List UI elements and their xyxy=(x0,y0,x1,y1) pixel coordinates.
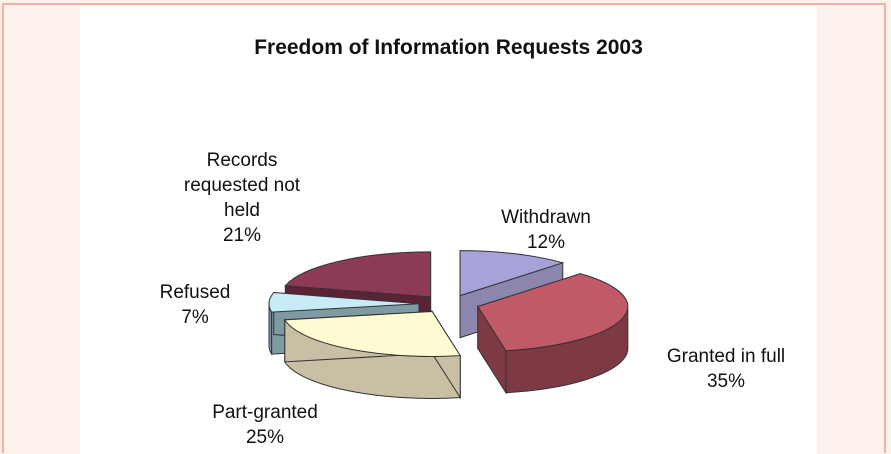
slice-label: Records requested not held 21% xyxy=(184,150,301,246)
pie-chart: Withdrawn 12% Granted in full 35% Part-grant… xyxy=(160,150,786,448)
pie-slice xyxy=(283,310,462,357)
pie-slice xyxy=(284,251,432,298)
outer-frame xyxy=(2,3,886,453)
chart-panel: Freedom of Information Requests 2003 Wit… xyxy=(80,6,817,454)
slice-label: Part-granted 25% xyxy=(212,402,318,448)
slice-label: Granted in full 35% xyxy=(667,346,785,392)
pie-slice xyxy=(477,273,629,352)
pie-slice xyxy=(268,292,420,313)
chart-title: Freedom of Information Requests 2003 xyxy=(254,36,643,59)
slice-label: Refused 7% xyxy=(160,282,231,328)
pie-slice xyxy=(459,250,565,297)
pie-tops xyxy=(268,250,629,357)
slice-label: Withdrawn 12% xyxy=(501,207,591,253)
